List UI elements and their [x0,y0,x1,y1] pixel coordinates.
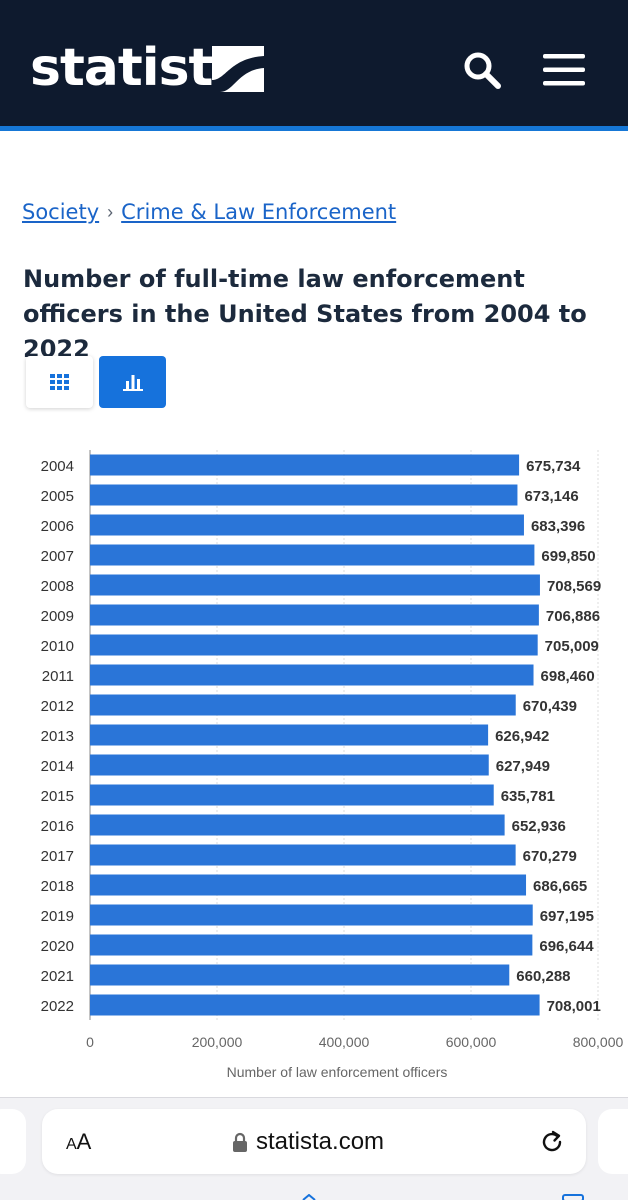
data-label-2005: 673,146 [524,488,578,505]
grid-table-icon [49,374,69,390]
x-axis-title: Number of law enforcement officers [227,1064,448,1080]
bar-2011 [90,664,534,686]
previous-tab-preview[interactable] [0,1109,26,1174]
bar-chart: 2004 675,734 2005 673,146 2006 683,396 2007 699… [0,440,628,1090]
breadcrumb: Society › Crime & Law Enforcement [22,193,396,231]
data-label-2004: 675,734 [526,458,581,475]
data-label-2008: 708,569 [547,578,601,595]
y-tick-label-2004: 2004 [41,458,74,475]
y-tick-label-2012: 2012 [41,698,74,715]
x-tick-label: 200,000 [192,1034,243,1050]
x-tick-label: 0 [86,1034,94,1050]
data-label-2012: 670,439 [523,698,577,715]
address-bar[interactable]: AA statista.com [42,1109,586,1174]
y-tick-label-2020: 2020 [41,938,74,955]
text-size-button[interactable]: AA [66,1129,91,1155]
bar-2022 [90,994,540,1016]
bar-2020 [90,934,533,956]
y-tick-label-2016: 2016 [41,818,74,835]
x-tick-label: 600,000 [446,1034,497,1050]
data-label-2017: 670,279 [523,848,577,865]
bar-2019 [90,904,533,926]
bar-2007 [90,544,535,566]
data-label-2009: 706,886 [546,608,600,625]
next-tab-preview[interactable] [598,1109,628,1174]
text-size-large-a: A [76,1129,92,1154]
statista-logo[interactable]: statista [30,38,247,98]
bar-2018 [90,874,527,896]
bar-2017 [90,844,516,866]
x-tick-label: 800,000 [573,1034,624,1050]
y-tick-label-2017: 2017 [41,848,74,865]
breadcrumb-society[interactable]: Society [22,200,100,224]
data-label-2014: 627,949 [496,758,550,775]
statista-logo-mark-icon[interactable] [212,46,264,92]
data-label-2011: 698,460 [541,668,595,685]
site-header: statista [0,0,628,126]
lock-icon [233,1132,247,1152]
y-tick-label-2007: 2007 [41,548,74,565]
share-icon-partial[interactable] [296,1194,322,1200]
y-tick-label-2008: 2008 [41,578,74,595]
data-label-2022: 708,001 [547,998,601,1015]
header-accent-stripe [0,126,628,131]
bar-2005 [90,484,518,506]
url-display[interactable]: statista.com [232,1127,384,1157]
bar-2021 [90,964,510,986]
data-label-2018: 686,665 [533,878,587,895]
y-tick-label-2011: 2011 [42,668,74,685]
data-label-2007: 699,850 [541,548,595,565]
hamburger-menu-icon[interactable] [543,54,585,86]
page-title: Number of full-time law enforcement offi… [23,265,587,363]
y-tick-label-2014: 2014 [41,758,74,775]
url-text: statista.com [256,1128,385,1155]
data-label-2010: 705,009 [545,638,599,655]
bar-2009 [90,604,539,626]
bar-2008 [90,574,540,596]
data-label-2013: 626,942 [495,728,549,745]
bar-2015 [90,784,494,806]
data-label-2019: 697,195 [540,908,594,925]
bar-2013 [90,724,489,746]
bar-2006 [90,514,524,536]
search-icon[interactable] [462,50,502,90]
bar-2010 [90,634,538,656]
bar-2012 [90,694,516,716]
table-view-button[interactable] [26,356,93,408]
chart-svg: 2004 675,734 2005 673,146 2006 683,396 2007 699… [41,450,624,1080]
breadcrumb-crime-law-enforcement[interactable]: Crime & Law Enforcement [121,200,397,224]
data-label-2021: 660,288 [516,968,570,985]
y-tick-label-2009: 2009 [41,608,74,625]
y-tick-label-2006: 2006 [41,518,74,535]
browser-toolbar: AA statista.com [0,1097,628,1200]
y-tick-label-2010: 2010 [41,638,74,655]
data-label-2006: 683,396 [531,518,585,535]
y-tick-label-2018: 2018 [41,878,74,895]
bar-2004 [90,454,520,476]
x-tick-label: 400,000 [319,1034,370,1050]
y-tick-label-2019: 2019 [41,908,74,925]
breadcrumb-separator: › [107,201,114,222]
text-size-small-a: A [66,1136,77,1153]
bar-2016 [90,814,505,836]
y-tick-label-2022: 2022 [41,998,74,1015]
data-label-2015: 635,781 [501,788,555,805]
reload-icon[interactable] [538,1128,566,1156]
bar-chart-icon [122,375,143,391]
tabs-icon-partial[interactable] [560,1194,586,1200]
y-tick-label-2015: 2015 [41,788,74,805]
y-tick-label-2005: 2005 [41,488,74,505]
data-label-2020: 696,644 [539,938,594,955]
bar-2014 [90,754,489,776]
data-label-2016: 652,936 [512,818,566,835]
chart-view-button[interactable] [99,356,166,408]
y-tick-label-2013: 2013 [41,728,74,745]
y-tick-label-2021: 2021 [41,968,74,985]
